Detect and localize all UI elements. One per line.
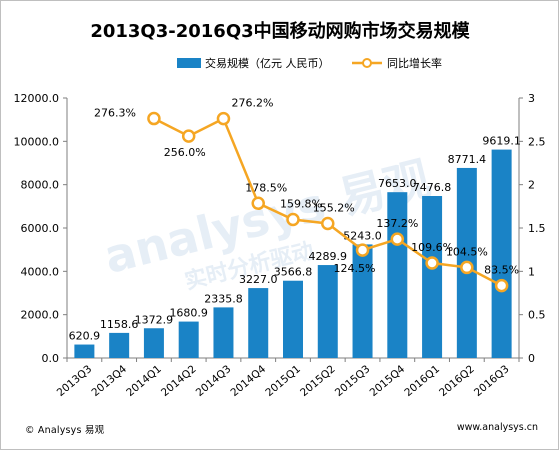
y-tick-label-left: 8000.0 <box>21 179 60 192</box>
growth-point <box>321 216 335 231</box>
y-tick-label-left: 0.0 <box>42 352 60 365</box>
growth-point <box>390 232 405 246</box>
legend-label-line: 同比增长率 <box>387 56 442 70</box>
bar <box>213 307 234 358</box>
growth-point <box>181 129 196 143</box>
bar <box>248 288 269 358</box>
bar <box>74 344 95 358</box>
x-tick-label: 2015Q4 <box>368 363 408 399</box>
bar <box>178 321 199 358</box>
x-tick-label: 2014Q1 <box>124 363 164 399</box>
bar <box>317 265 338 358</box>
y-tick-label-left: 12000.0 <box>14 92 60 105</box>
y-tick-label-left: 6000.0 <box>21 222 60 235</box>
growth-point <box>460 260 474 275</box>
chart-title: 2013Q3-2016Q3中国移动网购市场交易规模 <box>90 20 470 42</box>
bar <box>491 149 512 358</box>
bar-value-label: 7476.8 <box>413 181 452 194</box>
y-tick-label-right: 2 <box>528 179 535 192</box>
x-tick-label: 2015Q2 <box>298 363 338 399</box>
growth-value-label: 178.5% <box>245 181 287 194</box>
growth-value-label: 159.8% <box>280 198 322 211</box>
bar <box>283 280 303 358</box>
growth-value-label: 276.2% <box>231 97 273 110</box>
x-tick-label: 2014Q2 <box>159 363 199 399</box>
growth-value-label: 83.5% <box>484 264 519 277</box>
y-tick-label-right: 1 <box>528 265 535 278</box>
growth-point <box>147 111 161 126</box>
bar-value-label: 4289.9 <box>309 250 348 263</box>
bar-value-label: 9619.1 <box>482 135 521 148</box>
bar-value-label: 1158.6 <box>100 318 139 331</box>
growth-value-label: 155.2% <box>313 201 355 214</box>
bar-value-label: 1680.9 <box>169 307 208 320</box>
growth-value-label: 276.3% <box>94 107 136 120</box>
growth-point <box>355 243 370 257</box>
x-tick-label: 2013Q3 <box>55 363 95 399</box>
bar-value-label: 5243.0 <box>343 229 382 242</box>
y-tick-label-right: 1.5 <box>528 222 546 235</box>
bar <box>143 328 164 358</box>
bar <box>109 332 130 358</box>
bar-value-label: 7653.0 <box>378 177 417 190</box>
growth-point <box>216 111 231 126</box>
bar <box>352 244 373 358</box>
legend-swatch-bar <box>177 58 201 68</box>
bar-value-label: 8771.4 <box>448 153 487 166</box>
legend-marker-line <box>362 58 372 68</box>
y-tick-label-right: 2.5 <box>528 135 546 148</box>
x-tick-label: 2015Q1 <box>263 363 303 399</box>
x-tick-label: 2013Q4 <box>89 363 129 399</box>
y-tick-label-left: 4000.0 <box>21 265 60 278</box>
y-tick-label-left: 2000.0 <box>21 309 60 322</box>
bar <box>387 192 408 358</box>
growth-point <box>286 212 300 227</box>
x-tick-label: 2016Q1 <box>402 363 442 399</box>
bar-value-label: 2335.8 <box>204 292 243 305</box>
bar-value-label: 3566.8 <box>274 266 313 279</box>
bar-value-label: 3227.0 <box>239 273 278 286</box>
y-tick-label-right: 0 <box>528 352 535 365</box>
x-tick-label: 2014Q3 <box>194 363 234 399</box>
y-tick-label-left: 10000.0 <box>14 135 60 148</box>
bar-value-label: 1372.9 <box>135 313 174 326</box>
growth-point <box>425 256 439 270</box>
y-tick-label-right: 0.5 <box>528 309 546 322</box>
growth-value-label: 109.6% <box>411 241 453 254</box>
growth-value-label: 104.5% <box>446 245 488 258</box>
x-tick-label: 2016Q2 <box>437 363 477 399</box>
y-tick-label-right: 3 <box>528 92 535 105</box>
source-note: © Analysys 易观 <box>25 425 105 436</box>
growth-value-label: 256.0% <box>164 146 206 159</box>
growth-value-label: 137.2% <box>376 217 418 230</box>
growth-point <box>494 278 509 293</box>
bar <box>422 196 443 358</box>
website-link[interactable]: www.analysys.cn <box>456 422 538 433</box>
legend-label-bar: 交易规模（亿元 人民币） <box>205 56 330 70</box>
bar-value-label: 620.9 <box>69 330 101 343</box>
growth-value-label: 124.5% <box>334 262 376 275</box>
growth-point <box>251 196 265 211</box>
x-tick-label: 2016Q3 <box>472 363 512 399</box>
x-tick-label: 2014Q4 <box>229 363 269 399</box>
x-tick-label: 2015Q3 <box>333 363 373 399</box>
